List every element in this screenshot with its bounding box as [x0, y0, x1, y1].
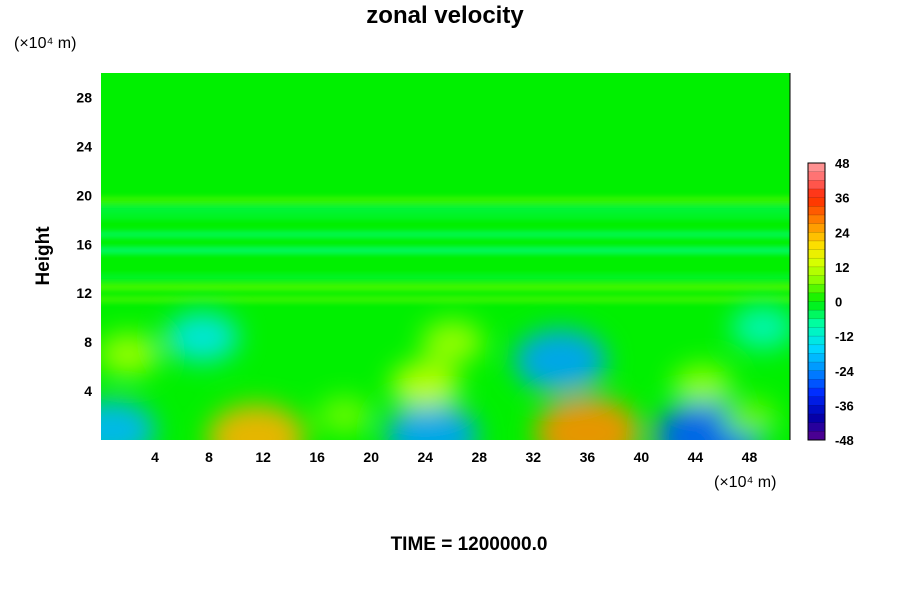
colorbar-tick-label: 24: [835, 225, 850, 240]
colorbar-tick-label: -48: [835, 433, 854, 448]
colorbar-segment: [808, 171, 825, 181]
colorbar-segment: [808, 318, 825, 328]
x-tick-label: 16: [309, 449, 325, 465]
x-tick-label: 40: [634, 449, 650, 465]
colorbar-tick-label: 36: [835, 191, 849, 206]
time-label: TIME = 1200000.0: [391, 534, 548, 555]
y-tick-labels: 4 8 12 16 20 24 28: [76, 89, 92, 399]
field-extremum: [730, 305, 790, 350]
colorbar-segment: [808, 180, 825, 190]
colorbar-segment: [808, 388, 825, 398]
x-tick-label: 32: [526, 449, 542, 465]
x-tick-label: 48: [742, 449, 758, 465]
field-extremum: [385, 403, 479, 440]
field-extremum: [722, 399, 777, 437]
x-tick-label: 24: [417, 449, 433, 465]
field-band: [101, 204, 790, 213]
x-tick-label: 36: [580, 449, 596, 465]
colorbar-tick-label: -24: [835, 364, 855, 379]
colorbar-segment: [808, 214, 825, 224]
colorbar-segment: [808, 266, 825, 276]
colorbar-segment: [808, 292, 825, 302]
colorbar-segment: [808, 223, 825, 233]
colorbar-segment: [808, 396, 825, 406]
plot-area: [101, 73, 790, 440]
field-extremum: [672, 364, 732, 406]
y-tick-label: 16: [76, 236, 92, 252]
colorbar-tick-label: -36: [835, 398, 854, 413]
x-tick-label: 20: [363, 449, 379, 465]
y-tick-label: 8: [84, 334, 92, 350]
colorbar-segment: [808, 284, 825, 294]
colorbar-segment: [808, 275, 825, 285]
field-extremum: [316, 396, 372, 435]
field-band: [101, 230, 790, 239]
x-tick-label: 28: [471, 449, 487, 465]
field-extremum: [421, 320, 484, 364]
colorbar-tick-label: 48: [835, 156, 849, 171]
colorbar-tick-label: 12: [835, 260, 849, 275]
blob-layer: [101, 305, 790, 440]
colorbar-segment: [808, 422, 825, 432]
colorbar-tick-labels: 48 36 24 12 0 -12 -24 -36 -48: [835, 156, 855, 448]
chart-title: zonal velocity: [366, 2, 524, 29]
colorbar-segment: [808, 232, 825, 242]
field-extremum: [165, 312, 240, 363]
colorbar-segment: [808, 344, 825, 354]
field-band: [101, 196, 790, 205]
x-tick-label: 4: [151, 449, 159, 465]
x-tick-label: 44: [688, 449, 704, 465]
colorbar-segment: [808, 163, 825, 172]
colorbar-segment: [808, 379, 825, 389]
colorbar-segment: [808, 310, 825, 320]
colorbar-segment: [808, 197, 825, 207]
band-layer: [101, 196, 790, 304]
colorbar-segment: [808, 301, 825, 311]
colorbar-frame: [807, 162, 826, 441]
y-tick-label: 12: [76, 285, 92, 301]
field-extremum: [390, 361, 460, 409]
y-axis-label: Height: [33, 226, 54, 286]
colorbar-segment: [808, 258, 825, 268]
field-band: [101, 283, 790, 292]
colorbar-segment: [808, 188, 825, 198]
colorbar-segment: [808, 414, 825, 423]
field-extremum: [101, 333, 159, 376]
colorbar-tick-label: -12: [835, 329, 854, 344]
y-tick-label: 4: [84, 383, 92, 399]
colorbar-segment: [808, 240, 825, 250]
field-band: [101, 246, 790, 255]
y-tick-label: 28: [76, 89, 92, 105]
colorbar-segment: [808, 353, 825, 363]
field-band: [101, 273, 790, 282]
y-axis-unit: (×10⁴ m): [14, 35, 76, 52]
field-extremum: [101, 400, 156, 440]
field-extremum: [207, 404, 306, 440]
y-tick-label: 20: [76, 187, 92, 203]
field-extremum: [513, 328, 607, 393]
x-tick-labels: 4 8 12 16 20 24 28 32 36 40 44 48: [151, 449, 757, 465]
colorbar-segment: [808, 336, 825, 346]
x-axis-unit: (×10⁴ m): [714, 474, 776, 491]
y-tick-label: 24: [76, 138, 92, 154]
x-tick-label: 12: [255, 449, 271, 465]
colorbar-tick-label: 0: [835, 295, 842, 310]
colorbar-segment: [808, 206, 825, 216]
colorbar-segment: [808, 431, 825, 441]
field-band: [101, 295, 790, 304]
field-band: [101, 212, 790, 221]
colorbar-segment: [808, 327, 825, 337]
x-tick-label: 8: [205, 449, 213, 465]
colorbar-segment: [808, 370, 825, 380]
colorbar-segment: [808, 405, 825, 415]
field-extremum: [534, 397, 640, 440]
colorbar-segment: [808, 249, 825, 259]
colorbar-segment: [808, 362, 825, 372]
colorbar: [807, 162, 826, 441]
